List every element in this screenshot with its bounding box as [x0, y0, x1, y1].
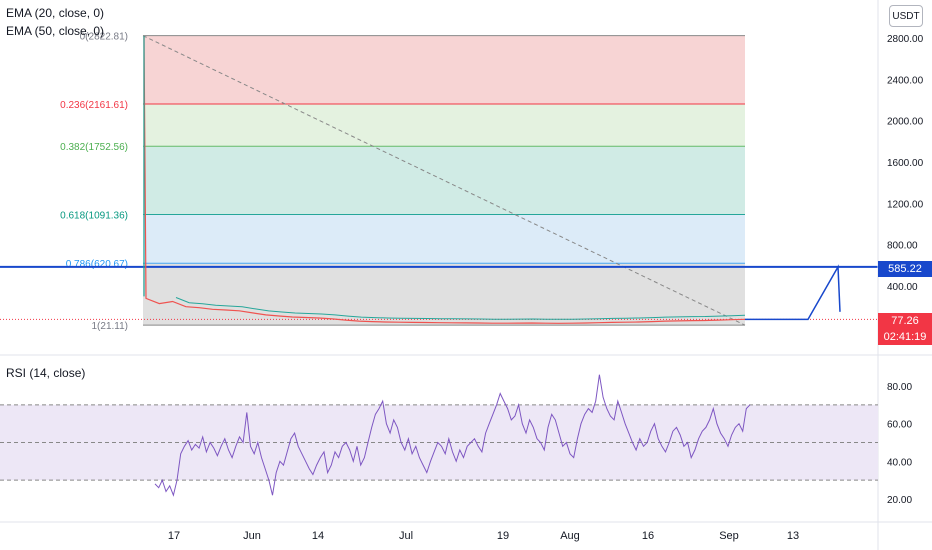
fib-label-1: 1(21.11)	[91, 321, 128, 332]
rsi-axis-tick: 60.00	[887, 420, 912, 431]
fib-label-0.618: 0.618(1091.36)	[60, 211, 128, 222]
rsi-axis-tick: 40.00	[887, 457, 912, 468]
projection-arrow	[745, 264, 841, 321]
price-series-line	[143, 35, 746, 324]
fib-label-0.786: 0.786(620.67)	[66, 259, 128, 270]
price-axis-tick: 2800.00	[887, 34, 924, 45]
fib-label-0: 0(2822.81)	[80, 32, 128, 43]
time-axis-tick: 13	[787, 530, 799, 542]
time-axis-tick: 14	[312, 530, 324, 542]
currency-button[interactable]: USDT	[889, 5, 923, 27]
price-axis-tick: 2000.00	[887, 117, 924, 128]
price-axis-tick: 2400.00	[887, 75, 924, 86]
horizontal-line-price-tag: 585.22	[878, 261, 932, 277]
rsi-background-band	[0, 404, 878, 481]
fib-trend-line	[142, 35, 746, 326]
rsi-axis-tick: 20.00	[887, 495, 912, 506]
last-price-tag: 77.26	[878, 313, 932, 329]
fib-zone-0.786	[143, 263, 745, 326]
fib-zone-0	[143, 35, 745, 104]
rsi-line	[154, 374, 751, 497]
time-axis-tick: Jul	[399, 530, 413, 542]
time-axis-tick: Jun	[243, 530, 261, 542]
ema50-indicator-label[interactable]: EMA (50, close, 0)	[6, 24, 105, 38]
price-axis-tick: 800.00	[887, 241, 918, 252]
price-axis-tick: 1600.00	[887, 158, 924, 169]
time-axis-tick: Sep	[719, 530, 739, 542]
fib-label-0.382: 0.382(1752.56)	[60, 142, 128, 153]
fib-zone-0.618	[143, 214, 745, 264]
fib-label-0.236: 0.236(2161.61)	[60, 100, 128, 111]
time-axis-tick: 16	[642, 530, 654, 542]
time-axis-tick: 17	[168, 530, 180, 542]
fib-zone-0.382	[143, 146, 745, 215]
price-axis-tick: 1200.00	[887, 199, 924, 210]
time-axis-tick: Aug	[560, 530, 580, 542]
price-axis-tick: 400.00	[887, 282, 918, 293]
ema50-line	[175, 297, 746, 320]
countdown-tag: 02:41:19	[878, 329, 932, 345]
fib-zone-0.236	[143, 103, 745, 147]
rsi-axis-tick: 80.00	[887, 382, 912, 393]
rsi-indicator-label[interactable]: RSI (14, close)	[6, 366, 86, 380]
time-axis-tick: 19	[497, 530, 509, 542]
ema20-indicator-label[interactable]: EMA (20, close, 0)	[6, 6, 105, 20]
